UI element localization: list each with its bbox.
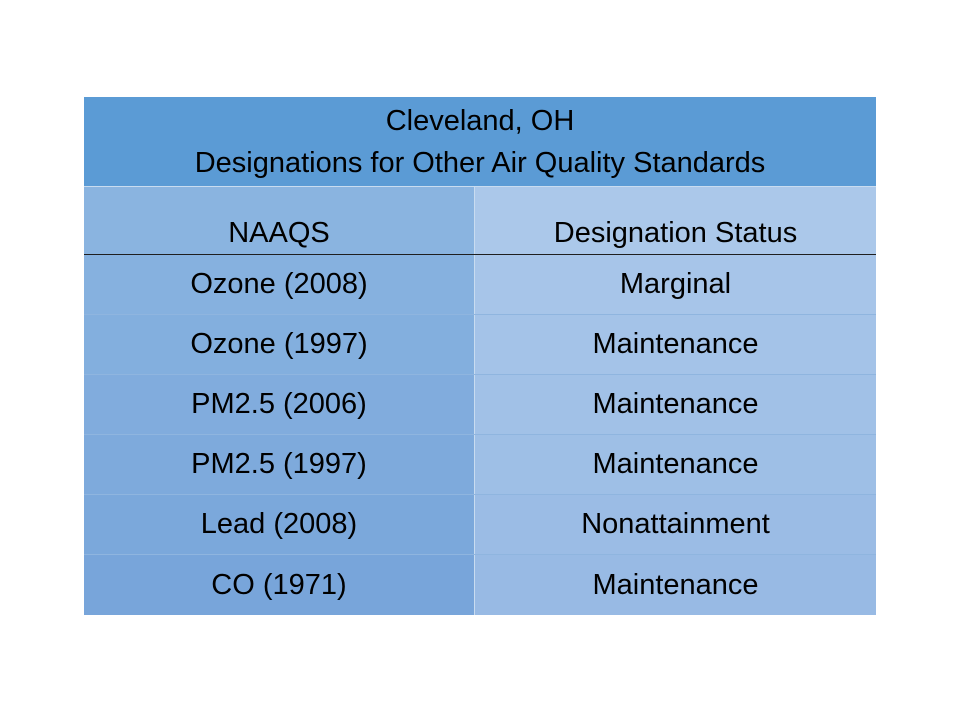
naaqs-cell: CO (1971) <box>84 555 475 615</box>
column-header-naaqs: NAAQS <box>84 187 475 254</box>
status-cell: Maintenance <box>475 315 876 374</box>
table-title-location: Cleveland, OH <box>385 104 575 137</box>
naaqs-cell: Ozone (1997) <box>84 315 475 374</box>
table-row: CO (1971) Maintenance <box>84 555 876 615</box>
table-row: Ozone (1997) Maintenance <box>84 315 876 375</box>
table-title-subtitle: Designations for Other Air Quality Stand… <box>194 146 766 179</box>
table-header-row: NAAQS Designation Status <box>84 187 876 255</box>
naaqs-cell: PM2.5 (1997) <box>84 435 475 494</box>
status-cell: Maintenance <box>475 435 876 494</box>
table-row: Ozone (2008) Marginal <box>84 255 876 315</box>
table-row: PM2.5 (1997) Maintenance <box>84 435 876 495</box>
table-row: PM2.5 (2006) Maintenance <box>84 375 876 435</box>
naaqs-cell: PM2.5 (2006) <box>84 375 475 434</box>
status-cell: Maintenance <box>475 375 876 434</box>
table-title: Cleveland, OH Designations for Other Air… <box>84 97 876 187</box>
column-header-designation-status: Designation Status <box>475 187 876 254</box>
designations-table: Cleveland, OH Designations for Other Air… <box>84 97 876 615</box>
status-cell: Nonattainment <box>475 495 876 554</box>
status-cell: Marginal <box>475 255 876 314</box>
naaqs-cell: Lead (2008) <box>84 495 475 554</box>
naaqs-cell: Ozone (2008) <box>84 255 475 314</box>
table-row: Lead (2008) Nonattainment <box>84 495 876 555</box>
status-cell: Maintenance <box>475 555 876 615</box>
